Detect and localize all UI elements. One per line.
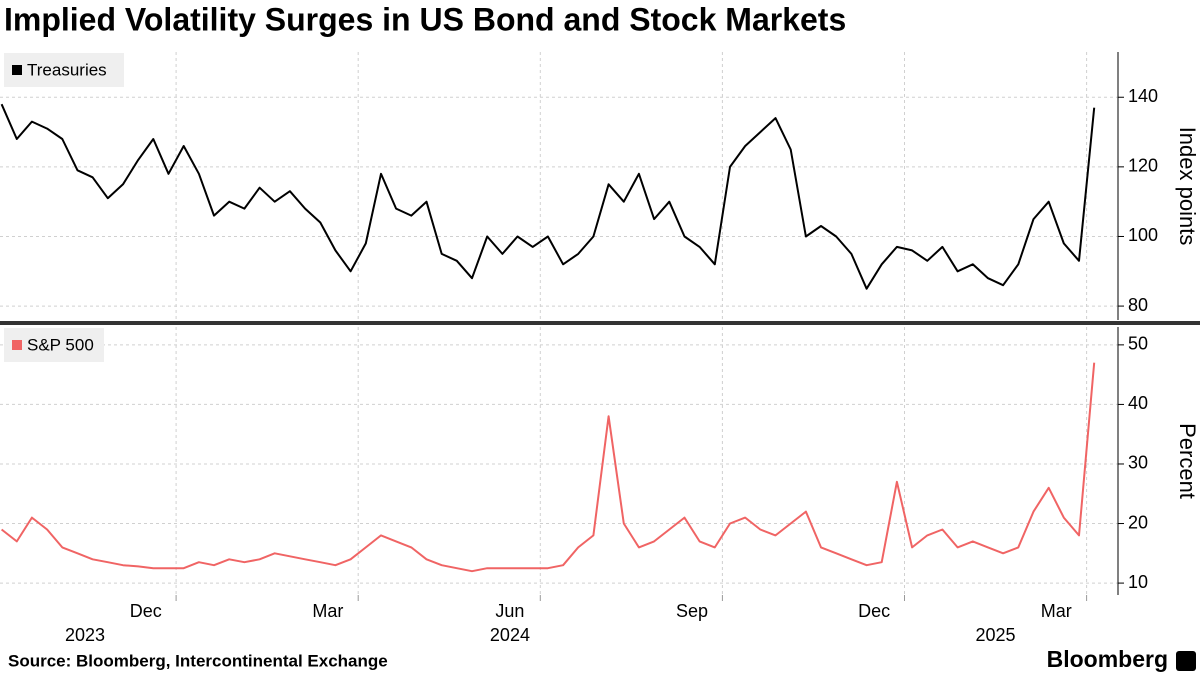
- brand: Bloomberg: [1047, 646, 1168, 672]
- source: Source: Bloomberg, Intercontinental Exch…: [8, 651, 388, 670]
- y-axis-label: Percent: [1175, 423, 1200, 499]
- y-tick-label: 100: [1128, 225, 1158, 245]
- y-tick-label: 30: [1128, 453, 1148, 473]
- chart-title: Implied Volatility Surges in US Bond and…: [4, 1, 846, 37]
- y-tick-label: 50: [1128, 334, 1148, 354]
- x-tick-label: Dec: [130, 601, 162, 621]
- x-year-label: 2024: [490, 625, 530, 645]
- y-tick-label: 80: [1128, 295, 1148, 315]
- legend-label: S&P 500: [27, 335, 94, 354]
- x-tick-label: Mar: [1041, 601, 1072, 621]
- y-tick-label: 20: [1128, 512, 1148, 532]
- legend-label: Treasuries: [27, 60, 107, 79]
- legend-swatch: [12, 340, 22, 350]
- x-year-label: 2023: [65, 625, 105, 645]
- line-series: [0, 103, 1096, 290]
- y-axis-label: Index points: [1175, 127, 1200, 246]
- y-tick-label: 40: [1128, 393, 1148, 413]
- y-tick-label: 120: [1128, 156, 1158, 176]
- y-tick-label: 140: [1128, 86, 1158, 106]
- x-tick-label: Mar: [312, 601, 343, 621]
- y-tick-label: 10: [1128, 572, 1148, 592]
- legend-swatch: [12, 65, 22, 75]
- x-tick-label: Jun: [495, 601, 524, 621]
- line-series: [0, 362, 1096, 573]
- brand-icon: [1176, 651, 1196, 671]
- x-tick-label: Sep: [676, 601, 708, 621]
- x-year-label: 2025: [976, 625, 1016, 645]
- x-tick-label: Dec: [858, 601, 890, 621]
- legend-box: [4, 53, 124, 87]
